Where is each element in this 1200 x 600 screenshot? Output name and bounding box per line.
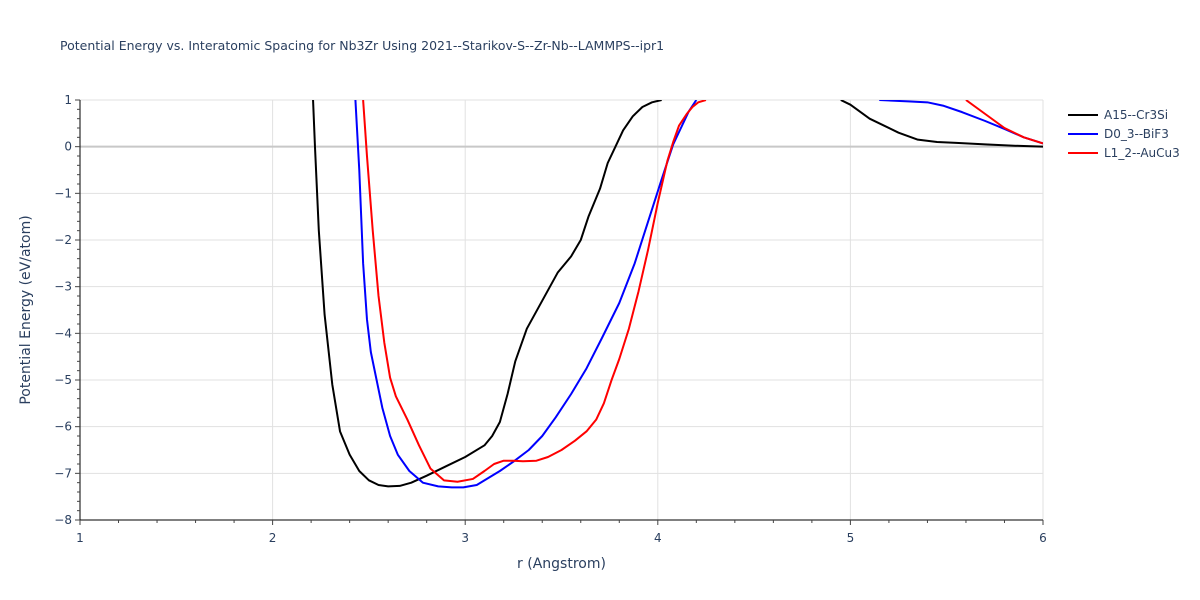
x-axis-title: r (Angstrom)	[517, 556, 606, 572]
chart-title: Potential Energy vs. Interatomic Spacing…	[60, 38, 664, 53]
y-tick-label: −5	[54, 373, 72, 387]
axes: 1 2 3 4 5 6 −8 −7 −6 −5 −4 −3 −2 −1 0 1	[54, 93, 1047, 545]
legend: A15--Cr3Si D0_3--BiF3 L1_2--AuCu3	[1068, 108, 1180, 160]
y-tick-label: −1	[54, 186, 72, 200]
x-tick-label: 2	[269, 531, 277, 545]
y-tick-label: −6	[54, 420, 72, 434]
x-tick-label: 1	[76, 531, 84, 545]
legend-label: A15--Cr3Si	[1104, 108, 1168, 122]
series-layer	[312, 100, 1043, 489]
x-tick-label: 4	[654, 531, 662, 545]
y-tick-label: −8	[54, 513, 72, 527]
series-line-d0-3-bif3	[354, 100, 1043, 489]
legend-label: L1_2--AuCu3	[1104, 146, 1180, 160]
legend-label: D0_3--BiF3	[1104, 127, 1169, 141]
y-tick-label: 1	[64, 93, 72, 107]
series-line-l1-2-aucu3	[362, 100, 1043, 483]
series-line-a15-cr3si	[312, 100, 1043, 488]
y-axis-title: Potential Energy (eV/atom)	[18, 215, 34, 404]
y-tick-label: 0	[64, 140, 72, 154]
y-tick-label: −3	[54, 280, 72, 294]
x-tick-label: 3	[461, 531, 469, 545]
x-tick-label: 5	[847, 531, 855, 545]
y-tick-label: −4	[54, 326, 72, 340]
y-tick-label: −2	[54, 233, 72, 247]
x-tick-label: 6	[1039, 531, 1047, 545]
gridlines	[80, 99, 1044, 520]
y-tick-label: −7	[54, 466, 72, 480]
